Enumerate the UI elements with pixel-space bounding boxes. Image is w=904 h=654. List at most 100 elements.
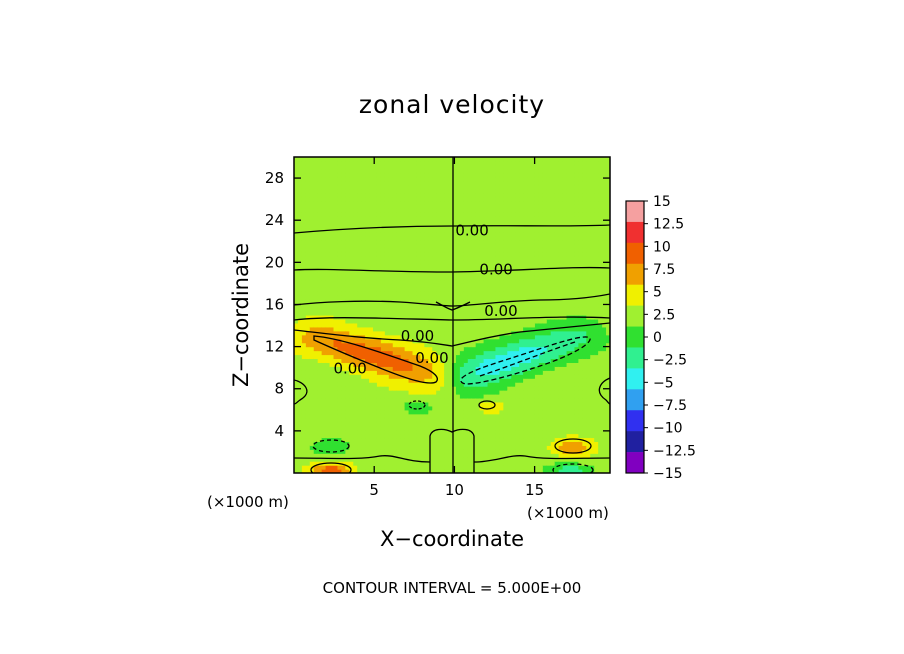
heatmap-cell bbox=[459, 184, 465, 190]
heatmap-cell bbox=[452, 236, 457, 241]
heatmap-cell bbox=[337, 192, 342, 198]
heatmap-cell bbox=[479, 441, 485, 446]
heatmap-cell bbox=[475, 421, 481, 427]
heatmap-cell bbox=[487, 228, 493, 233]
heatmap-cell bbox=[353, 425, 358, 431]
heatmap-cell bbox=[499, 196, 504, 202]
heatmap-cell bbox=[388, 326, 394, 332]
heatmap-cell bbox=[357, 342, 362, 348]
heatmap-cell bbox=[294, 180, 299, 186]
heatmap-cell bbox=[487, 283, 493, 288]
heatmap-cell bbox=[416, 180, 421, 186]
heatmap-cell bbox=[297, 338, 303, 344]
heatmap-cell bbox=[452, 311, 457, 316]
heatmap-cell bbox=[424, 342, 429, 348]
heatmap-cell bbox=[412, 164, 418, 170]
heatmap-cell bbox=[507, 445, 512, 450]
heatmap-cell bbox=[313, 247, 319, 253]
heatmap-cell bbox=[404, 405, 410, 411]
heatmap-cell bbox=[337, 342, 342, 348]
heatmap-cell bbox=[321, 216, 327, 221]
heatmap-cell bbox=[436, 180, 441, 186]
heatmap-cell bbox=[432, 421, 437, 427]
heatmap-cell bbox=[301, 437, 307, 442]
heatmap-cell bbox=[420, 334, 425, 340]
heatmap-cell bbox=[463, 469, 469, 473]
heatmap-cell bbox=[321, 311, 327, 316]
heatmap-cell bbox=[361, 441, 366, 446]
heatmap-cell bbox=[376, 243, 382, 249]
heatmap-cell bbox=[428, 275, 433, 281]
heatmap-cell bbox=[404, 318, 410, 324]
heatmap-cell bbox=[408, 457, 414, 462]
heatmap-cell bbox=[519, 311, 524, 316]
heatmap-cell bbox=[436, 239, 441, 245]
heatmap-cell bbox=[495, 275, 500, 281]
heatmap-cell bbox=[294, 437, 299, 442]
heatmap-cell bbox=[487, 168, 493, 174]
heatmap-cell bbox=[428, 429, 433, 435]
heatmap-cell bbox=[479, 243, 485, 249]
heatmap-cell bbox=[475, 461, 481, 466]
heatmap-cell bbox=[313, 157, 319, 162]
heatmap-cell bbox=[459, 192, 465, 198]
heatmap-cell bbox=[384, 445, 390, 450]
heatmap-cell bbox=[448, 180, 453, 186]
heatmap-cell bbox=[463, 453, 469, 458]
heatmap-cell bbox=[373, 307, 378, 312]
heatmap-cell bbox=[329, 307, 335, 312]
heatmap-cell bbox=[317, 259, 323, 265]
heatmap-cell bbox=[353, 386, 358, 391]
heatmap-cell bbox=[503, 160, 508, 166]
heatmap-cell bbox=[428, 291, 433, 296]
heatmap-cell bbox=[432, 216, 437, 221]
heatmap-cell bbox=[337, 157, 342, 162]
heatmap-cell bbox=[507, 216, 512, 221]
heatmap-cell bbox=[297, 409, 303, 415]
heatmap-cell bbox=[345, 164, 350, 170]
heatmap-cell bbox=[313, 311, 319, 316]
heatmap-cell bbox=[380, 469, 386, 473]
heatmap-cell bbox=[440, 228, 445, 233]
heatmap-cell bbox=[321, 307, 327, 312]
heatmap-cell bbox=[305, 326, 311, 332]
heatmap-cell bbox=[448, 164, 453, 170]
heatmap-cell bbox=[436, 291, 441, 296]
heatmap-cell bbox=[495, 251, 500, 257]
heatmap-cell bbox=[467, 311, 473, 316]
heatmap-cell bbox=[416, 397, 421, 403]
heatmap-cell bbox=[345, 338, 350, 344]
heatmap-cell bbox=[495, 346, 500, 352]
heatmap-cell bbox=[471, 216, 477, 221]
heatmap-cell bbox=[305, 315, 311, 320]
heatmap-cell bbox=[357, 413, 362, 419]
heatmap-cell bbox=[495, 342, 500, 348]
heatmap-cell bbox=[301, 433, 307, 439]
heatmap-cell bbox=[396, 445, 402, 450]
heatmap-cell bbox=[294, 315, 299, 320]
heatmap-cell bbox=[467, 184, 473, 190]
heatmap-cell bbox=[538, 413, 544, 419]
heatmap-cell bbox=[452, 370, 457, 375]
heatmap-cell bbox=[404, 232, 410, 237]
heatmap-cell bbox=[369, 259, 374, 265]
heatmap-cell bbox=[440, 275, 445, 281]
heatmap-cell bbox=[313, 216, 319, 221]
heatmap-cell bbox=[408, 263, 414, 269]
heatmap-cell bbox=[527, 228, 532, 233]
heatmap-cell bbox=[467, 247, 473, 253]
heatmap-cell bbox=[428, 421, 433, 427]
heatmap-cell bbox=[491, 192, 497, 198]
heatmap-cell bbox=[337, 465, 342, 470]
heatmap-cell bbox=[420, 362, 425, 367]
heatmap-cell bbox=[487, 295, 493, 300]
heatmap-cell bbox=[507, 362, 512, 367]
heatmap-cell bbox=[534, 220, 540, 225]
heatmap-cell bbox=[416, 164, 421, 170]
heatmap-cell bbox=[321, 168, 327, 174]
heatmap-cell bbox=[349, 378, 354, 383]
heatmap-cell bbox=[297, 291, 303, 296]
heatmap-cell bbox=[527, 315, 532, 320]
heatmap-cell bbox=[321, 200, 327, 205]
heatmap-cell bbox=[471, 204, 477, 209]
